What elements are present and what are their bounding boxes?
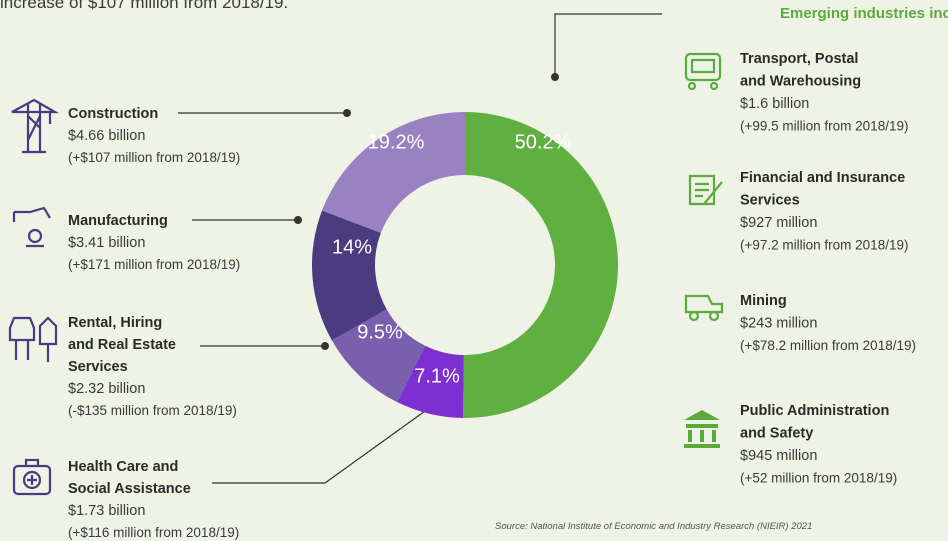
connector	[212, 405, 433, 484]
industry-name: and Warehousing	[740, 74, 861, 90]
connector-dot	[294, 216, 302, 224]
donut-slice	[331, 309, 426, 403]
industry-name: Construction	[68, 106, 158, 122]
slice-label: 9.5%	[357, 321, 403, 343]
donut-slice	[322, 112, 465, 233]
slice-label: 14%	[332, 236, 372, 258]
industry-change: (-$135 million from 2018/19)	[68, 403, 237, 418]
industry-change: (+$107 million from 2018/19)	[68, 150, 240, 165]
industry-name: Services	[740, 193, 800, 209]
document-icon	[688, 174, 723, 206]
industry-change: (+97.2 million from 2018/19)	[740, 238, 908, 253]
industry-name: Social Assistance	[68, 481, 191, 497]
robot-icon	[12, 206, 51, 248]
industry-change: (+$78.2 million from 2018/19)	[740, 338, 916, 353]
emerging-heading: Emerging industries include:	[780, 5, 948, 22]
industry-value: $2.32 billion	[68, 381, 145, 397]
industry-name: Financial and Insurance	[740, 170, 905, 186]
industry-value: $927 million	[740, 215, 817, 231]
industry-name: Manufacturing	[68, 213, 168, 229]
industry-name: and Real Estate	[68, 337, 176, 353]
connector-dot	[551, 73, 559, 81]
industry-name: Public Administration	[740, 403, 889, 419]
donut-slice	[463, 112, 618, 418]
industry-name: Services	[68, 359, 128, 375]
source: Source: National Institute of Economic a…	[495, 521, 812, 532]
slice-label: 7.1%	[414, 365, 460, 387]
truck-icon	[684, 52, 722, 91]
industry-change: (+$116 million from 2018/19)	[68, 525, 239, 540]
slice-label: 50.2%	[515, 131, 572, 153]
connector-dot	[321, 342, 329, 350]
industry-name: Health Care and	[68, 459, 178, 475]
intro: increase of $107 million from 2018/19.	[0, 0, 288, 12]
car-house-icon	[8, 316, 58, 362]
building-icon	[684, 410, 720, 448]
industry-value: $3.41 billion	[68, 235, 145, 251]
industry-value: $1.73 billion	[68, 503, 145, 519]
medical-icon	[12, 458, 52, 496]
industry-name: Rental, Hiring	[68, 315, 162, 331]
industry-value: $4.66 billion	[68, 128, 145, 144]
mining-icon	[684, 294, 724, 322]
industry-change: (+$171 million from 2018/19)	[68, 257, 240, 272]
industry-value: $243 million	[740, 316, 817, 332]
slice-label: 19.2%	[368, 131, 425, 153]
industry-name: Transport, Postal	[740, 51, 858, 67]
industry-change: (+99.5 million from 2018/19)	[740, 119, 908, 134]
industry-change: (+52 million from 2018/19)	[740, 471, 897, 486]
industry-value: $945 million	[740, 448, 817, 464]
industry-name: Mining	[740, 293, 787, 309]
industry-value: $1.6 billion	[740, 96, 809, 112]
connector-dot	[343, 109, 351, 117]
connector	[554, 13, 662, 77]
donut-slice	[312, 210, 387, 341]
crane-icon	[11, 98, 60, 154]
industry-name: and Safety	[740, 426, 813, 442]
donut-slice	[397, 345, 464, 418]
